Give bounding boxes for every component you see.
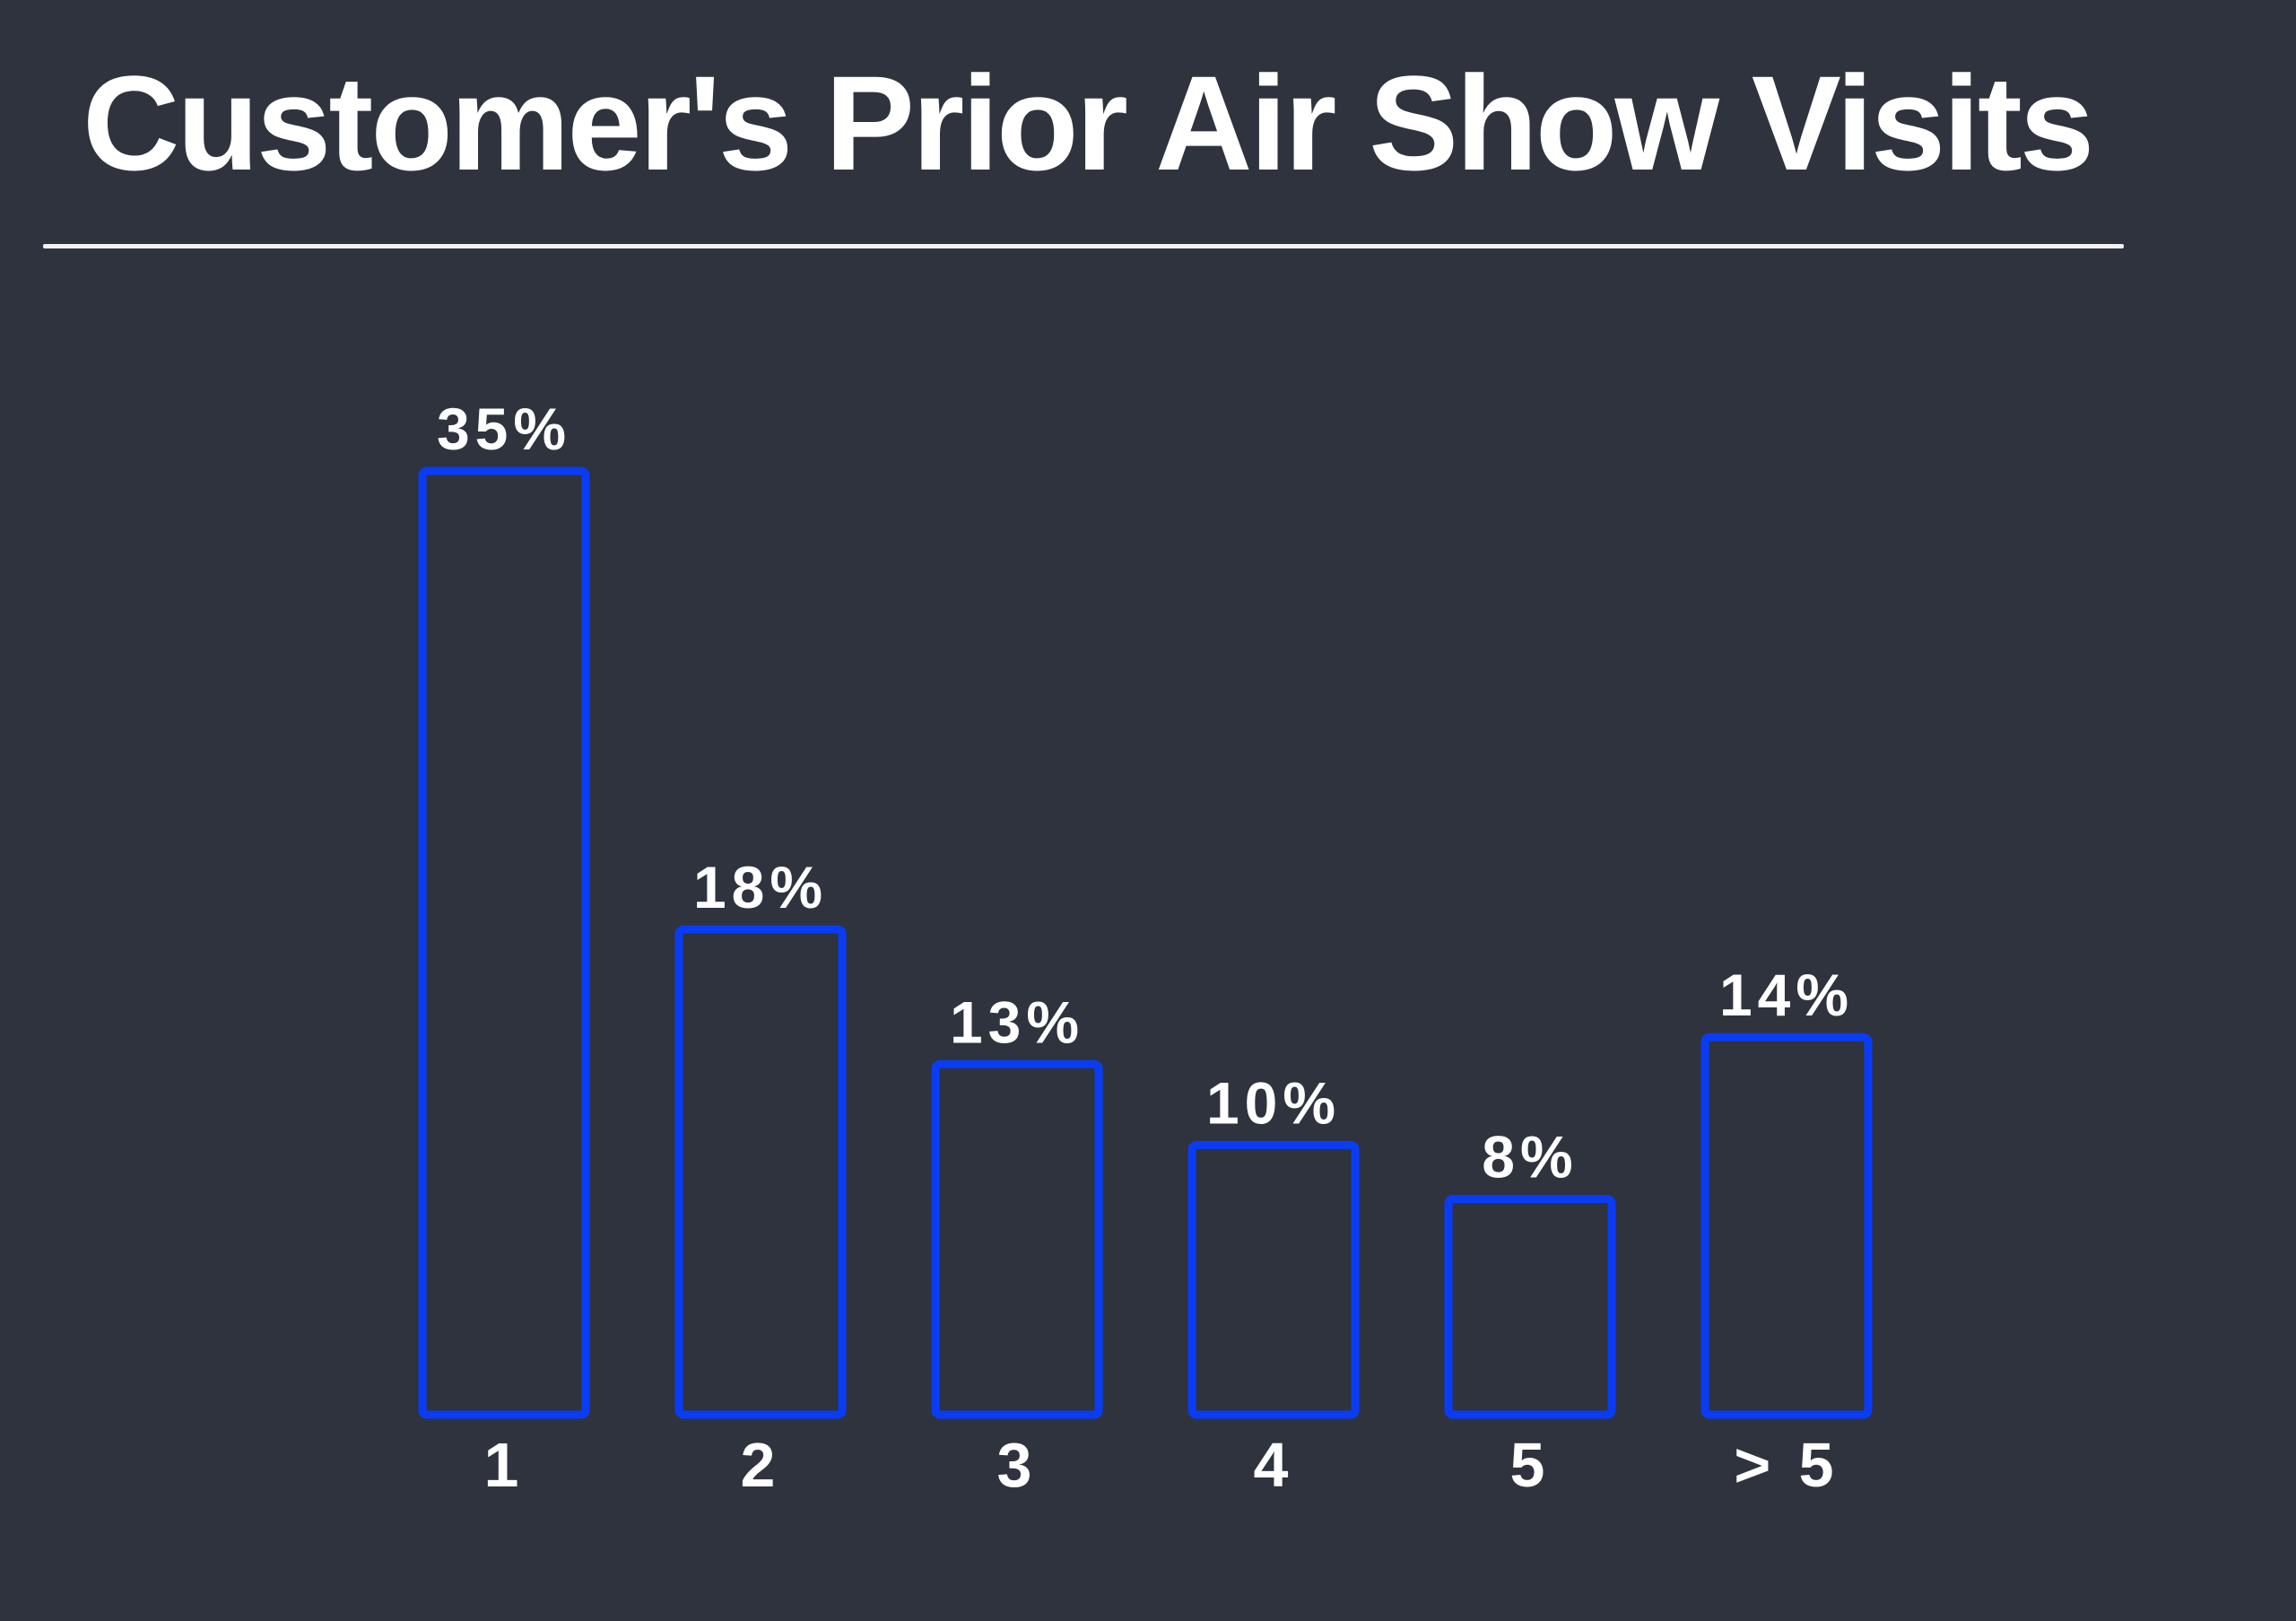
bar-5 (1444, 1195, 1616, 1419)
bars (418, 466, 1873, 1419)
bar-value-label: 14% (1719, 962, 1854, 1028)
category-label: > 5 (1734, 1430, 1839, 1500)
category-label: 5 (1510, 1430, 1551, 1500)
value-labels: 35% 18% 13% 10% 8% 14% (437, 396, 1854, 1190)
category-labels: 1 2 3 4 5 > 5 (484, 1430, 1839, 1500)
bar-value-label: 18% (693, 854, 828, 920)
bar-6 (1700, 1033, 1873, 1419)
category-label: 1 (484, 1430, 525, 1500)
bar-value-label: 10% (1206, 1069, 1341, 1136)
bar-1 (418, 466, 590, 1419)
category-label: 4 (1254, 1430, 1294, 1500)
title-divider (43, 244, 2124, 248)
bar-value-label: 8% (1482, 1124, 1578, 1190)
slide-title: Customer's Prior Air Show Visits (83, 48, 2094, 198)
bar-2 (674, 925, 847, 1419)
bar-value-label: 35% (437, 396, 571, 462)
category-label: 2 (741, 1430, 781, 1500)
category-label: 3 (997, 1430, 1038, 1500)
bar-4 (1187, 1140, 1360, 1419)
bar-3 (931, 1059, 1103, 1419)
bar-value-label: 13% (950, 989, 1084, 1055)
